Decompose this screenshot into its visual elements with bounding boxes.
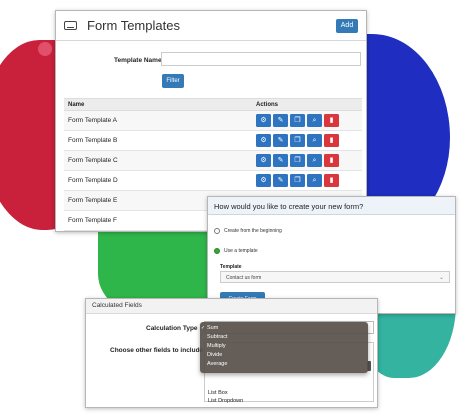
search-icon[interactable]: ⌕ (307, 134, 322, 147)
calculation-type-dropdown: Sum Subtract Multiply Divide Average (200, 322, 368, 373)
gear-icon[interactable]: ⚙ (256, 154, 271, 167)
filter-form: Template Name Filter (56, 41, 366, 99)
list-item[interactable]: List Dropdown (208, 398, 244, 404)
copy-icon[interactable]: ❐ (290, 114, 305, 127)
template-label: Template (220, 264, 242, 270)
template-select-value: Contact us form (226, 275, 262, 281)
radio-selected-icon[interactable] (214, 248, 220, 254)
search-icon[interactable]: ⌕ (307, 154, 322, 167)
template-select[interactable]: Contact us form ⌄ (220, 271, 450, 283)
scrollbar[interactable] (367, 361, 371, 371)
dropdown-option-subtract[interactable]: Subtract (207, 334, 228, 340)
chevron-down-icon: ⌄ (438, 275, 444, 281)
template-name-cell: Form Template F (68, 217, 118, 224)
option-label: Create from the beginning (224, 228, 282, 234)
gear-icon[interactable]: ⚙ (256, 134, 271, 147)
option-use-template[interactable]: Use a template (214, 248, 258, 254)
gear-icon[interactable]: ⚙ (256, 174, 271, 187)
template-name-cell: Form Template D (68, 177, 118, 184)
template-name-cell: Form Template C (68, 157, 118, 164)
trash-icon[interactable]: ▮ (324, 154, 339, 167)
template-name-input[interactable] (161, 52, 361, 66)
filter-button[interactable]: Filter (162, 74, 184, 88)
table-row: Form Template C ⚙ ✎ ❐ ⌕ ▮ (64, 151, 362, 171)
row-actions: ⚙ ✎ ❐ ⌕ ▮ (256, 174, 339, 187)
edit-icon[interactable]: ✎ (273, 174, 288, 187)
decorative-dot (38, 42, 52, 56)
search-icon[interactable]: ⌕ (307, 114, 322, 127)
edit-icon[interactable]: ✎ (273, 114, 288, 127)
form-templates-header: Form Templates Add (56, 11, 366, 41)
search-icon[interactable]: ⌕ (307, 174, 322, 187)
option-label: Use a template (224, 248, 258, 254)
add-button[interactable]: Add (336, 18, 358, 33)
table-row: Form Template B ⚙ ✎ ❐ ⌕ ▮ (64, 131, 362, 151)
column-header-actions: Actions (256, 101, 279, 108)
template-name-cell: Form Template A (68, 117, 118, 124)
table-row: Form Template A ⚙ ✎ ❐ ⌕ ▮ (64, 111, 362, 131)
calculation-type-label: Calculation Type (146, 325, 198, 332)
table-row: Form Template D ⚙ ✎ ❐ ⌕ ▮ (64, 171, 362, 191)
dialog-title: How would you like to create your new fo… (208, 197, 455, 215)
edit-icon[interactable]: ✎ (273, 134, 288, 147)
list-item[interactable]: List Box (208, 390, 228, 396)
template-name-cell: Form Template E (68, 197, 118, 204)
page-title: Form Templates (87, 18, 180, 33)
copy-icon[interactable]: ❐ (290, 134, 305, 147)
row-actions: ⚙ ✎ ❐ ⌕ ▮ (256, 134, 339, 147)
row-actions: ⚙ ✎ ❐ ⌕ ▮ (256, 114, 339, 127)
column-header-name: Name (68, 101, 85, 108)
option-create-from-beginning[interactable]: Create from the beginning (214, 228, 282, 234)
template-name-cell: Form Template B (68, 137, 118, 144)
other-fields-label: Choose other fields to include (110, 347, 204, 354)
dropdown-option-divide[interactable]: Divide (207, 352, 223, 358)
trash-icon[interactable]: ▮ (324, 134, 339, 147)
table-header: Name Actions (64, 98, 362, 111)
calculated-fields-title: Calculated Fields (86, 299, 377, 314)
dropdown-option-average[interactable]: Average (207, 361, 228, 367)
keyboard-icon (64, 21, 77, 30)
edit-icon[interactable]: ✎ (273, 154, 288, 167)
gear-icon[interactable]: ⚙ (256, 114, 271, 127)
form-templates-panel: Form Templates Add Template Name Filter … (55, 10, 367, 232)
radio-icon[interactable] (214, 228, 220, 234)
trash-icon[interactable]: ▮ (324, 114, 339, 127)
row-actions: ⚙ ✎ ❐ ⌕ ▮ (256, 154, 339, 167)
copy-icon[interactable]: ❐ (290, 154, 305, 167)
copy-icon[interactable]: ❐ (290, 174, 305, 187)
trash-icon[interactable]: ▮ (324, 174, 339, 187)
create-form-dialog: How would you like to create your new fo… (207, 196, 456, 314)
dropdown-option-sum[interactable]: Sum (200, 324, 368, 333)
template-name-label: Template Name (114, 57, 162, 64)
dropdown-option-multiply[interactable]: Multiply (207, 343, 226, 349)
